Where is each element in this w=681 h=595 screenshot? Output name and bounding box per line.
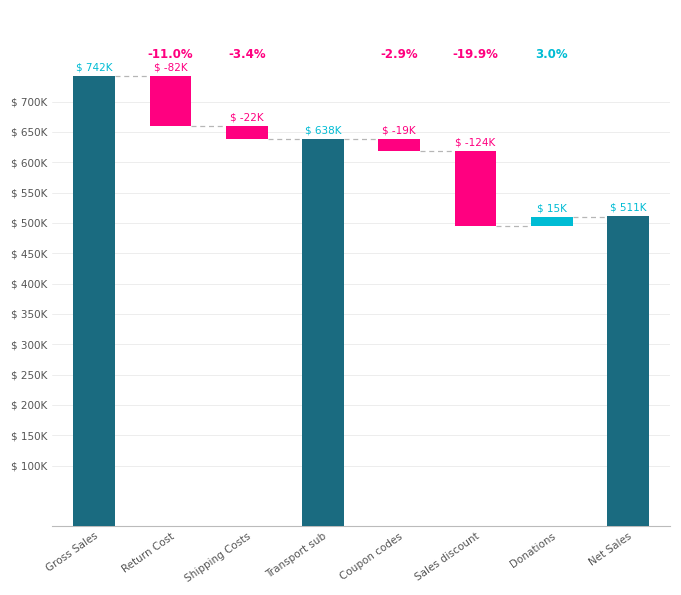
Bar [607,216,649,526]
Bar [302,139,344,526]
Bar [226,126,268,139]
Text: -19.9%: -19.9% [453,48,498,61]
Text: $ -82K: $ -82K [154,62,187,73]
Bar [530,217,573,226]
Text: -3.4%: -3.4% [228,48,266,61]
Bar [378,139,420,151]
Bar [74,76,115,526]
Text: -2.9%: -2.9% [381,48,418,61]
Bar [150,76,191,126]
Text: $ -22K: $ -22K [230,112,264,122]
Text: $ 511K: $ 511K [609,202,646,212]
Text: $ -124K: $ -124K [456,137,496,147]
Text: $ 15K: $ 15K [537,203,567,213]
Text: $ 638K: $ 638K [305,126,341,136]
Bar [454,151,496,226]
Text: $ -19K: $ -19K [383,126,416,136]
Text: 3.0%: 3.0% [535,48,568,61]
Text: $ 742K: $ 742K [76,62,112,73]
Text: -11.0%: -11.0% [148,48,193,61]
